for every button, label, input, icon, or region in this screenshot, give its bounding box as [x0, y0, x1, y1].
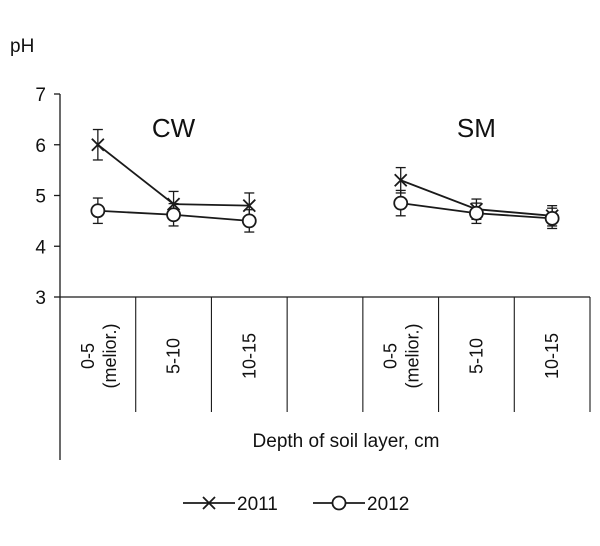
y-tick-label: 4 — [35, 237, 46, 258]
data-point — [91, 138, 105, 152]
y-axis-title: pH — [10, 36, 34, 57]
x-tick-label: 10-15 — [239, 333, 259, 379]
legend-label: 2011 — [237, 494, 278, 515]
data-point — [90, 203, 106, 219]
data-point — [544, 210, 560, 226]
group-label: CW — [152, 113, 196, 143]
legend-marker — [331, 495, 347, 511]
x-tick-label: 5-10 — [466, 338, 486, 374]
marker-stroke — [91, 138, 105, 152]
data-point — [394, 173, 408, 187]
data-point — [241, 213, 257, 229]
x-axis-title: Depth of soil layer, cm — [253, 431, 440, 452]
legend: 2011 2012 — [183, 494, 409, 515]
x-tick-label: 5-10 — [164, 338, 184, 374]
legend-label: 2012 — [367, 494, 409, 515]
axes: 3 4 5 6 7 0-5 (melior.) 5-10 10-15 CW 0-5 (melior.)… — [35, 85, 591, 460]
y-tick-label: 5 — [35, 187, 46, 208]
data-point — [166, 207, 181, 223]
legend-marker — [202, 496, 216, 510]
data-point — [469, 205, 484, 221]
series-2012 — [90, 189, 560, 233]
legend-item-2012: 2012 — [313, 494, 409, 515]
y-tick-label: 6 — [35, 136, 46, 157]
x-tick-label: 0-5 (melior.) — [381, 323, 423, 388]
x-tick-label: 0-5 (melior.) — [78, 323, 120, 388]
data-point — [393, 195, 409, 211]
marker-stroke — [394, 173, 408, 187]
marks — [90, 128, 560, 233]
marker-stroke — [202, 496, 216, 510]
group-label: SM — [457, 113, 496, 143]
y-tick-label: 7 — [35, 85, 46, 106]
series-2011 — [91, 128, 559, 227]
legend-item-2011: 2011 — [183, 494, 278, 515]
x-tick-label: 10-15 — [542, 333, 562, 379]
y-tick-label: 3 — [35, 288, 46, 309]
